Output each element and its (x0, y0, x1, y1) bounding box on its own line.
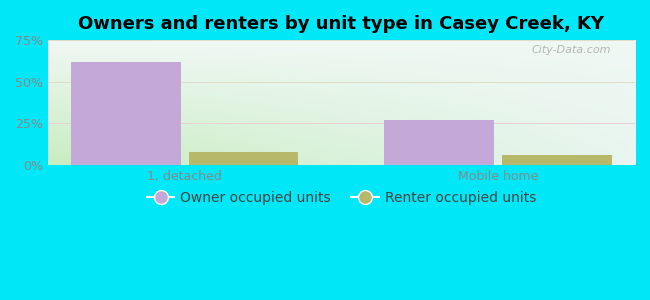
Title: Owners and renters by unit type in Casey Creek, KY: Owners and renters by unit type in Casey… (79, 15, 604, 33)
Bar (72, 62, 181, 165)
Legend: Owner occupied units, Renter occupied units: Owner occupied units, Renter occupied un… (141, 185, 541, 210)
Bar (188, 152, 298, 165)
Text: City-Data.com: City-Data.com (532, 45, 612, 55)
Bar (502, 155, 612, 165)
Bar (385, 120, 494, 165)
